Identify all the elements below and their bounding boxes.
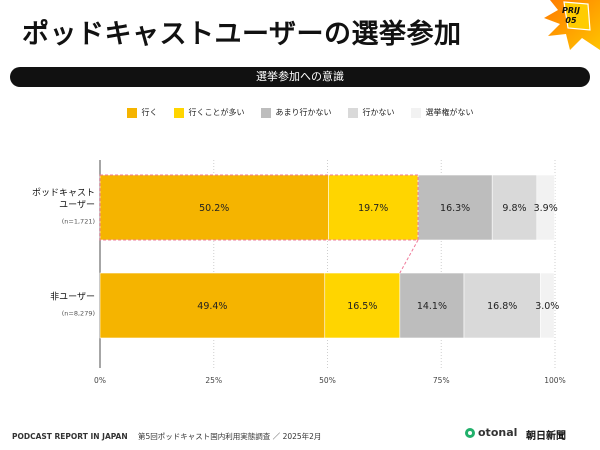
sample-size-label: (n=8,279)	[62, 310, 95, 318]
highlight-connector	[399, 239, 419, 274]
x-tick-label: 25%	[205, 376, 222, 385]
bar-segment	[417, 174, 493, 241]
bar-segment	[99, 174, 329, 241]
prij-badge: PRIJ 05	[530, 0, 600, 50]
legend-item: あまり行かない	[260, 107, 332, 118]
otonal-logo: otonal	[465, 426, 517, 439]
bar-segment	[324, 272, 401, 339]
footer-survey-description: 第5回ポッドキャスト国内利用実態調査 ／ 2025年2月	[138, 432, 322, 441]
badge-burst-icon	[544, 0, 600, 50]
legend-swatch	[347, 107, 358, 118]
category-label: ポッドキャスト	[32, 188, 95, 199]
data-label: 16.3%	[440, 203, 470, 214]
x-tick-label: 100%	[544, 376, 565, 385]
data-label: 14.1%	[417, 301, 447, 312]
legend-item: 選挙権がない	[410, 107, 474, 118]
legend-item: 行かない	[347, 107, 395, 118]
section-header: 選挙参加への意識	[10, 67, 590, 87]
bar-segment	[540, 272, 555, 339]
x-tick-label: 50%	[319, 376, 336, 385]
bar-segment	[399, 272, 465, 339]
legend-label: 行かない	[362, 108, 395, 117]
legend-item: 行く	[126, 107, 158, 118]
x-tick-label: 75%	[433, 376, 450, 385]
stacked-bar-chart: 0% 25% 50% 75% 100% 50.2% 19.7% 16.3% 9.8% 3.9% ポッ…	[32, 160, 566, 385]
bar-segment	[463, 272, 541, 339]
asahi-logo: 朝日新聞	[526, 431, 566, 442]
data-label: 50.2%	[199, 203, 229, 214]
chart-legend: 行く 行くことが多い あまり行かない 行かない 選挙権がない	[0, 107, 600, 118]
footer-report-name: PODCAST REPORT IN JAPAN	[12, 432, 128, 441]
badge-label: PRIJ 05	[562, 6, 580, 25]
legend-label: 選挙権がない	[425, 108, 474, 117]
legend-label: 行くことが多い	[188, 108, 245, 117]
legend-label: あまり行かない	[275, 108, 332, 117]
bar-segment	[536, 174, 555, 241]
data-label: 9.8%	[502, 203, 526, 214]
x-tick-label: 0%	[94, 376, 106, 385]
legend-label: 行く	[141, 108, 158, 117]
legend-swatch	[260, 107, 271, 118]
footer-source: PODCAST REPORT IN JAPAN 第5回ポッドキャスト国内利用実態…	[12, 431, 321, 442]
data-label: 16.8%	[487, 301, 517, 312]
data-label: 19.7%	[358, 203, 388, 214]
legend-swatch	[126, 107, 137, 118]
otonal-logo-icon	[465, 427, 475, 438]
legend-swatch	[410, 107, 421, 118]
data-label: 49.4%	[197, 301, 227, 312]
data-label: 16.5%	[347, 301, 377, 312]
otonal-logo-text: otonal	[478, 426, 518, 439]
data-label: 3.9%	[534, 203, 558, 214]
highlight-box	[99, 174, 419, 241]
legend-swatch	[173, 107, 184, 118]
category-label: ユーザー	[59, 200, 95, 211]
sample-size-label: (n=1,721)	[62, 218, 95, 226]
data-label: 3.0%	[535, 301, 559, 312]
category-label: 非ユーザー	[50, 291, 95, 303]
bar-segment	[491, 174, 538, 241]
page-title: ポッドキャストユーザーの選挙参加	[22, 19, 462, 50]
legend-item: 行くことが多い	[173, 107, 245, 118]
